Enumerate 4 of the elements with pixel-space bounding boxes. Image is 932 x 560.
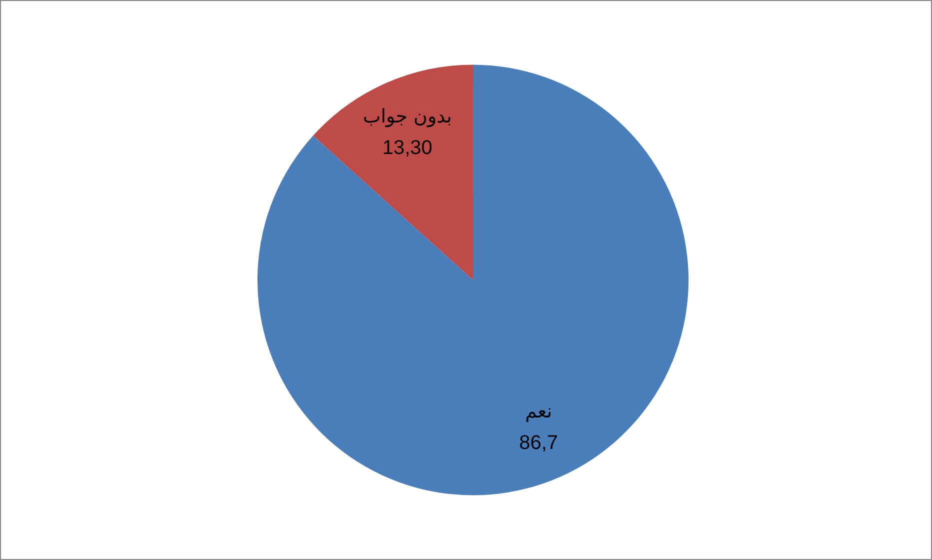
- data-label: 13,30: [382, 136, 432, 159]
- slice-label: نعم: [525, 400, 552, 423]
- slice-label: بدون جواب: [362, 105, 452, 128]
- data-label: 86,7: [519, 432, 558, 454]
